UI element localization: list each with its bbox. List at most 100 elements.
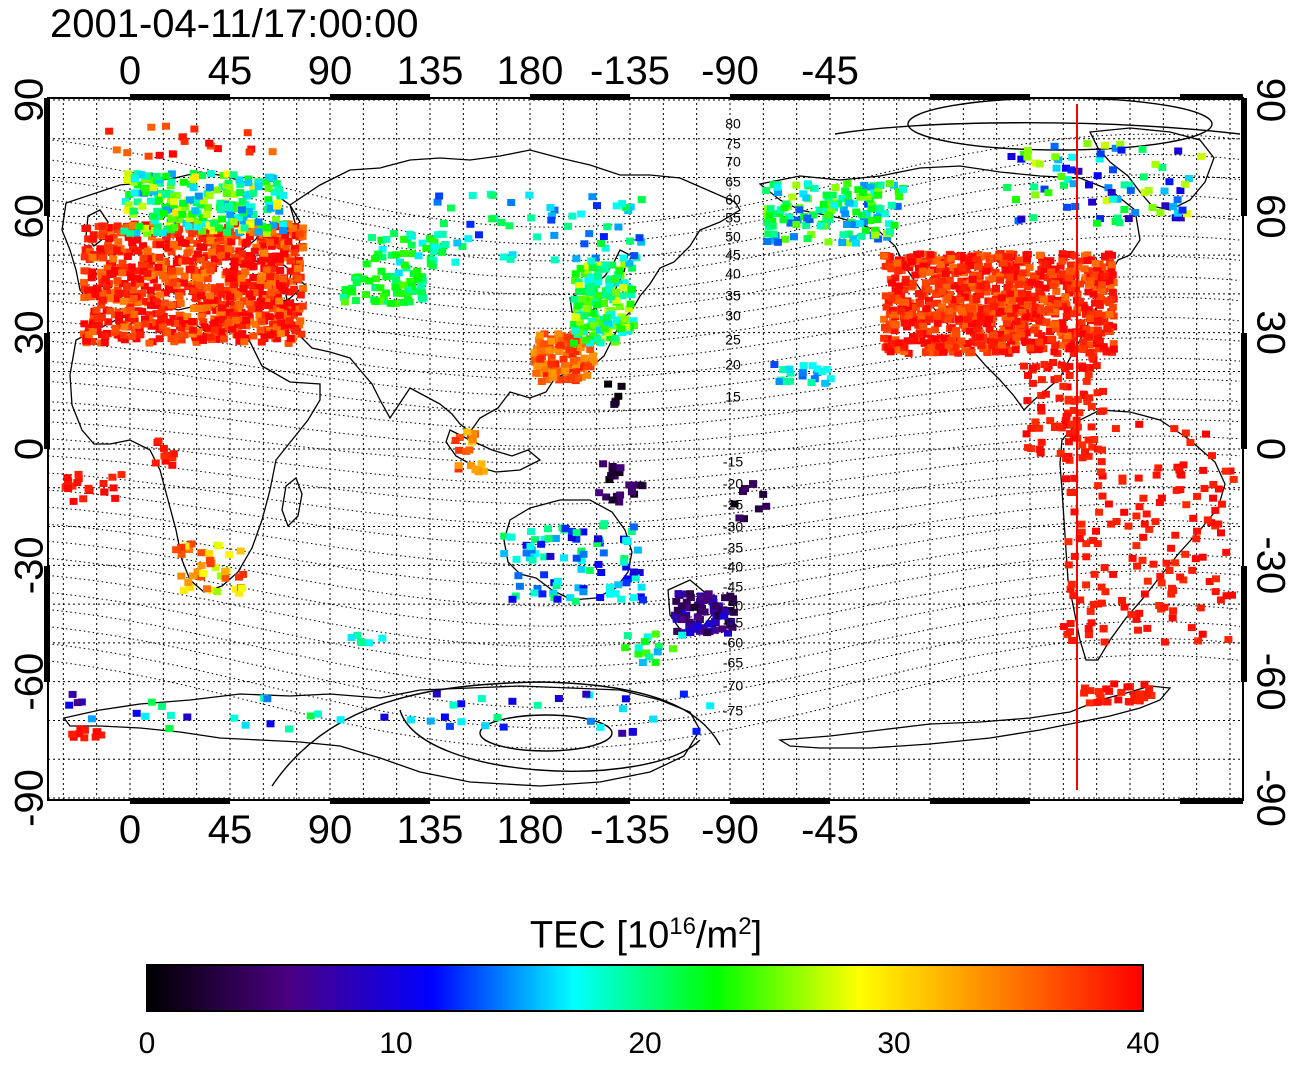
colorbar-label-mid: /m	[695, 914, 739, 957]
tec-point	[105, 127, 114, 135]
tec-point	[1063, 409, 1072, 417]
coast-antarctica	[62, 685, 701, 787]
tec-point	[147, 301, 155, 309]
tec-point	[1088, 353, 1097, 361]
tec-point	[285, 725, 293, 733]
tec-point	[439, 220, 448, 228]
tec-point	[80, 279, 89, 286]
tec-point	[1085, 341, 1094, 349]
tec-point	[225, 232, 234, 240]
tec-point	[453, 239, 462, 247]
frame-bar-right	[1241, 333, 1247, 449]
tec-point	[1090, 570, 1099, 578]
tec-point	[874, 191, 882, 199]
tec-point	[152, 298, 161, 306]
tec-point	[592, 301, 601, 309]
tec-point	[579, 528, 588, 536]
tec-point	[135, 325, 144, 333]
tec-point	[1105, 277, 1114, 285]
tec-point	[1124, 522, 1133, 530]
tec-point	[1086, 315, 1094, 322]
tec-point	[1101, 141, 1109, 149]
tec-point	[133, 321, 142, 329]
frame-bar-bottom	[130, 798, 230, 804]
tec-point	[1167, 544, 1176, 552]
tec-point	[197, 292, 205, 300]
tec-point	[109, 484, 118, 492]
tec-point	[149, 276, 158, 284]
tec-point	[220, 235, 229, 243]
tec-point	[923, 339, 931, 347]
tec-point	[264, 184, 273, 192]
tec-point	[970, 329, 978, 337]
tec-point	[238, 206, 246, 214]
tec-point	[201, 260, 210, 268]
tec-point	[538, 590, 547, 598]
tec-point	[98, 290, 107, 298]
contour-line	[48, 638, 1241, 729]
tec-point	[802, 221, 811, 229]
tec-point	[222, 252, 231, 259]
tec-point	[281, 329, 290, 337]
tec-point	[185, 245, 194, 253]
tec-point	[983, 320, 992, 328]
tec-point	[374, 250, 383, 258]
tec-point	[547, 216, 556, 224]
tec-point	[990, 331, 999, 339]
tec-point	[128, 239, 137, 247]
tec-point	[155, 151, 164, 159]
tec-point	[1109, 312, 1118, 320]
tec-point	[1160, 187, 1169, 195]
tec-point	[216, 234, 225, 242]
tec-point	[375, 297, 384, 305]
tec-point	[1057, 173, 1066, 180]
tec-point	[622, 579, 631, 587]
tec-point	[239, 260, 248, 268]
tec-point	[224, 278, 233, 286]
tec-point	[185, 215, 194, 223]
tec-point	[1104, 184, 1113, 192]
tec-point	[179, 178, 188, 186]
tec-point	[203, 304, 212, 311]
tec-point	[726, 592, 735, 600]
tec-point	[902, 263, 911, 271]
tec-point	[976, 329, 985, 337]
tec-point	[1090, 285, 1099, 293]
tec-point	[706, 702, 715, 710]
map-title: 2001-04-11/17:00:00	[50, 2, 419, 46]
tec-point	[866, 217, 875, 224]
tec-point	[199, 318, 208, 326]
tec-point	[299, 285, 308, 292]
tec-point	[931, 326, 939, 334]
tec-point	[208, 586, 217, 594]
tec-point	[179, 199, 188, 207]
tec-point	[571, 327, 580, 335]
tec-point	[1115, 219, 1124, 227]
tec-point	[933, 314, 941, 322]
tec-point	[184, 283, 193, 291]
tec-point	[809, 211, 818, 219]
tec-point	[133, 198, 142, 206]
contour-label: 60	[725, 192, 741, 208]
tec-point	[1037, 376, 1046, 384]
tec-point	[1228, 591, 1236, 599]
tec-point	[577, 210, 586, 218]
tec-point	[89, 231, 98, 239]
frame-bar-top	[930, 94, 1030, 100]
tec-point	[98, 296, 107, 304]
tec-point	[759, 490, 768, 498]
frame-bars	[44, 94, 1247, 804]
tec-point	[147, 266, 156, 274]
tec-point	[886, 275, 895, 283]
tec-point	[1037, 392, 1046, 399]
tec-point	[162, 233, 171, 241]
tec-point	[1093, 445, 1102, 453]
tec-point	[249, 274, 258, 282]
tec-point	[973, 325, 982, 333]
tec-point	[108, 473, 117, 481]
tec-point	[214, 316, 223, 324]
tec-point	[1007, 153, 1016, 160]
colorbar-label-end: ]	[751, 914, 763, 957]
tec-point	[983, 252, 992, 260]
tec-point	[63, 474, 72, 482]
